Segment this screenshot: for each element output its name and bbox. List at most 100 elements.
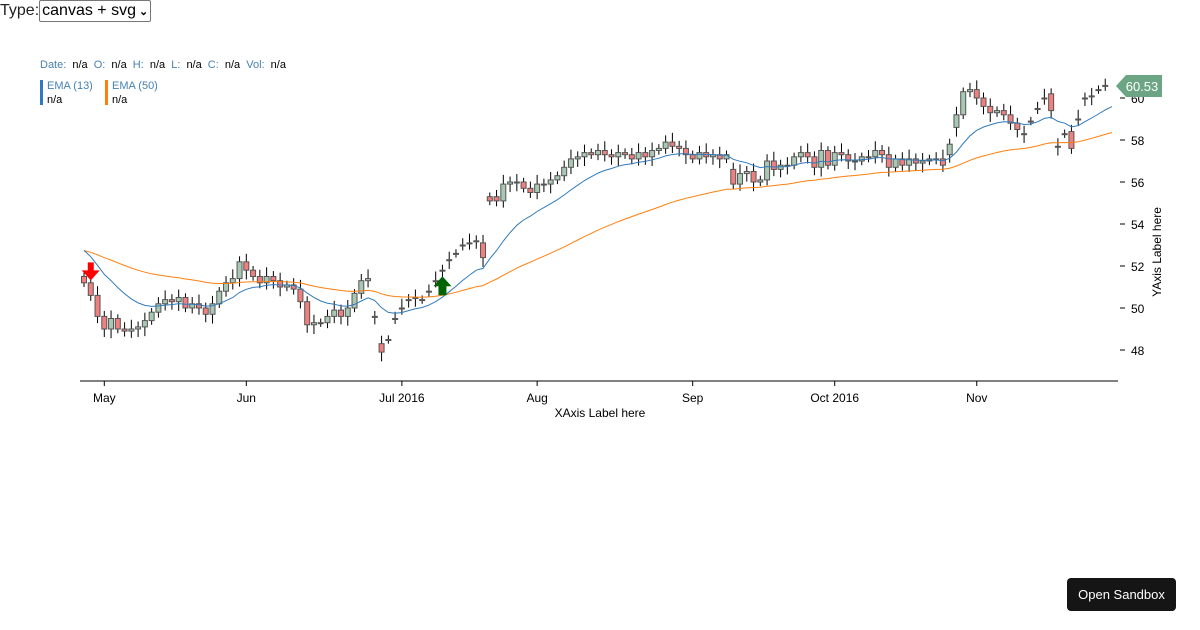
y-tick-label: 54 [1131,218,1145,232]
candle-body [148,311,155,322]
candle-body [263,276,270,284]
candle-body [141,320,148,328]
candle [973,80,980,105]
candle-body [405,299,412,302]
candle [256,269,263,289]
candle-body [94,294,101,317]
candle [486,192,493,206]
candle [540,178,547,193]
candle-body [534,183,541,194]
candle-body [398,307,405,310]
candle-body [696,152,703,160]
candle [155,297,162,318]
candle [1014,117,1021,138]
candle-body [919,160,926,164]
candle-body [1041,97,1048,100]
candle-body [689,154,696,160]
candle [879,145,886,163]
candle-body [473,240,480,243]
candle [459,238,466,251]
candle [189,297,196,314]
candle-body [622,152,629,156]
x-tick-label: Jun [237,391,256,405]
candle-body [270,276,277,282]
open-sandbox-button[interactable]: Open Sandbox [1067,578,1176,611]
candle [1068,124,1075,154]
candle [994,106,1001,117]
candle-body [642,152,649,158]
candle [216,287,223,308]
candle [615,144,622,167]
candle-body [128,328,135,332]
candle [777,159,784,178]
candle-body [845,154,852,162]
candle-body [297,288,304,303]
candle [662,135,669,154]
candle-body [520,181,527,189]
legend-ema13: EMA (13) n/a [40,80,93,106]
candle [148,308,155,325]
candle [1048,88,1055,119]
candle-body [939,158,946,166]
candle-body [973,89,980,99]
candle [858,152,865,166]
candle [513,174,520,192]
candle-body [595,150,601,156]
candle-body [243,261,250,271]
candle [1081,92,1088,106]
candle-body [797,152,804,158]
candle [229,269,236,290]
tooltip-volume-value: n/a [271,59,287,71]
candle [392,311,399,324]
candle-body [1007,114,1014,124]
candle-body [392,318,399,320]
candle [1095,85,1102,94]
candle [987,98,994,122]
candle [804,143,811,164]
candle [845,149,852,169]
chevron-down-icon: ⌄ [138,5,149,18]
last-price-value: 60.53 [1126,79,1159,94]
candle-body [676,145,683,149]
candle [960,87,967,119]
candle-body [385,339,392,341]
candle [338,304,344,325]
candle-body [885,154,892,168]
candle-body [527,187,534,194]
candle [757,175,764,187]
candle-body [1000,110,1007,116]
candle [507,176,514,193]
type-select[interactable]: canvas + svg ⌄ [39,0,152,22]
candle-body [1102,84,1109,87]
tooltip-close-value: n/a [225,59,241,71]
candle-body [121,328,128,332]
candle [446,251,453,269]
candle-body [250,269,257,278]
candle [250,266,257,281]
legend-ema13-label: EMA (13) [47,80,93,92]
candle [209,295,216,324]
candle [682,140,689,164]
candle-body [561,166,568,177]
type-select-value: canvas + svg [42,2,136,19]
candle [750,163,757,192]
candle [405,294,412,308]
candle [141,312,148,337]
candle-body [317,322,324,325]
candle-body [831,152,838,166]
candle [966,82,973,98]
candle [297,279,304,309]
candle-body [114,318,121,330]
candle-body [439,269,446,272]
candle [175,289,182,311]
candle [452,249,459,258]
candle [236,256,243,287]
last-price-badge [1116,75,1162,97]
candle [344,300,351,326]
candle-body [804,152,811,158]
candle [223,276,230,297]
candle [933,152,940,165]
tooltip-date-value: n/a [72,59,88,71]
candle-body [209,303,216,315]
